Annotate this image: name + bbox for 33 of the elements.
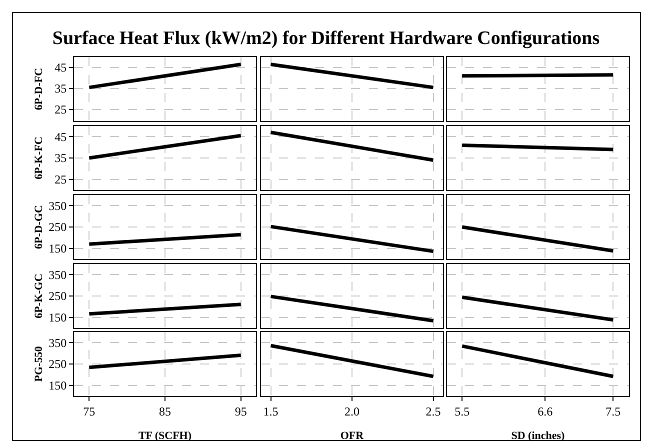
x-tick-label: 6.6 (538, 404, 553, 418)
x-axis-title: TF (SCFH) (138, 430, 192, 442)
x-tick-label: 7.5 (606, 404, 621, 418)
y-axis-title: 6P-K-FC (33, 136, 45, 180)
x-tick-label: 2.0 (344, 404, 360, 418)
y-tick-label: 150 (48, 242, 67, 256)
x-axis-title: OFR (340, 430, 365, 442)
y-tick-label: 150 (48, 310, 67, 325)
y-tick-label: 25 (54, 172, 67, 187)
y-axis-title: 6P-K-GC (33, 274, 45, 318)
y-tick-label: 250 (48, 357, 67, 372)
y-tick-label: 350 (48, 336, 67, 350)
y-axis-title: 6P-D-GC (33, 204, 45, 249)
text: Surface Heat Flux (kW/m2) for Different Hardware Configurations (51, 28, 601, 50)
x-tick-label: 2.5 (426, 404, 441, 418)
y-tick-label: 350 (48, 198, 67, 213)
y-tick-label: 25 (54, 102, 67, 117)
y-tick-label: 350 (48, 268, 67, 282)
y-tick-label: 150 (48, 378, 67, 393)
x-tick-label: 75 (83, 404, 96, 418)
y-axis-title: 6P-D-FC (33, 68, 45, 110)
x-tick-label: 5.5 (454, 404, 470, 418)
y-tick-label: 250 (48, 220, 67, 234)
y-tick-label: 250 (48, 289, 67, 304)
x-axis-title: SD (inches) (511, 430, 566, 442)
x-tick-label: 1.5 (263, 404, 278, 418)
y-tick-label: 35 (54, 82, 67, 96)
x-tick-label: 85 (159, 404, 171, 418)
x-tick-label: 95 (234, 404, 247, 418)
y-tick-label: 35 (54, 151, 67, 166)
y-tick-label: 45 (54, 130, 67, 144)
y-axis-title: PG-550 (33, 346, 45, 382)
y-tick-label: 45 (54, 60, 67, 75)
